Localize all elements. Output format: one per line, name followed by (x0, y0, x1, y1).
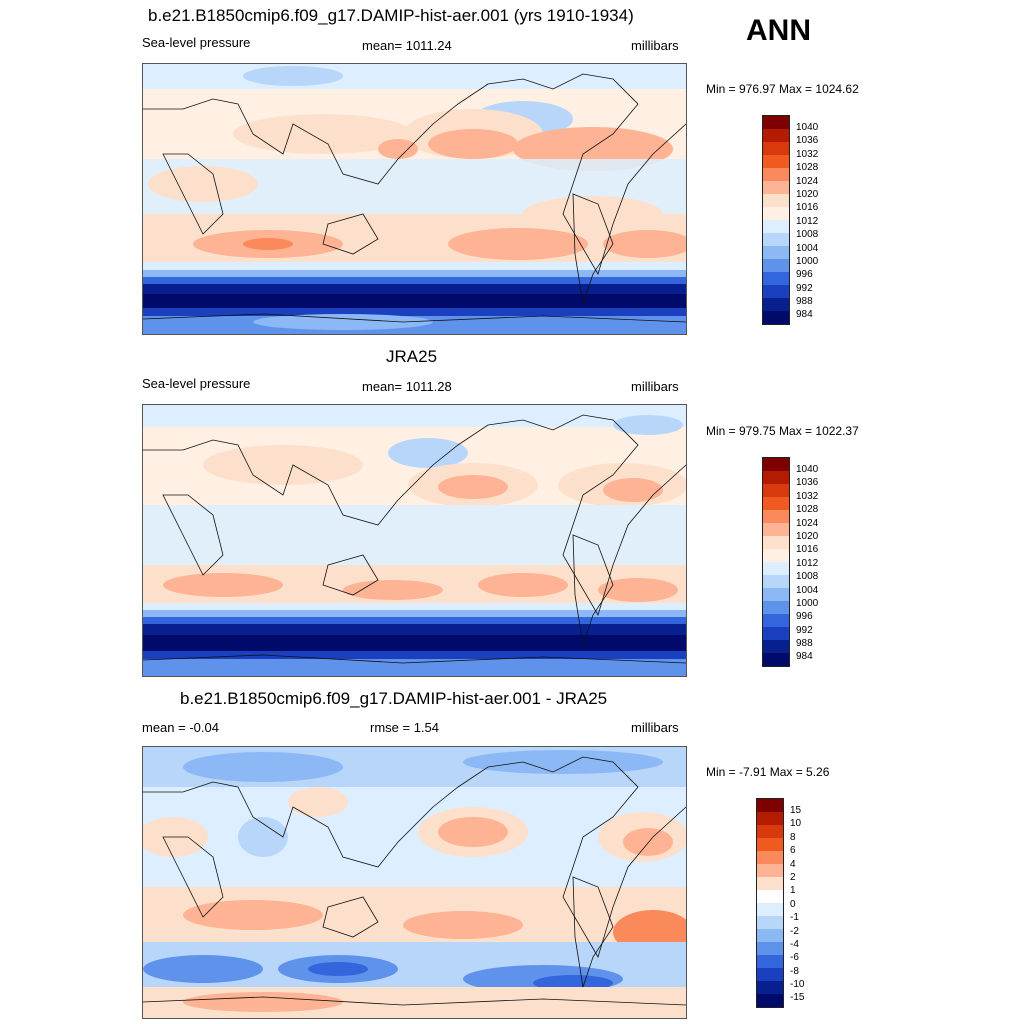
colorbar-tick-label: 1012 (796, 557, 819, 569)
panel-3-units-label: millibars (631, 720, 679, 735)
panel-1-minmax: Min = 976.97 Max = 1024.62 (706, 82, 859, 96)
panel-3-map (142, 746, 687, 1019)
colorbar-tick-label: 1000 (796, 597, 819, 609)
colorbar-tick-label: 10 (790, 818, 802, 830)
colorbar-tick-label: 1040 (796, 464, 819, 475)
panel-2-units-label: millibars (631, 379, 679, 394)
colorbar-tick-label: 8 (790, 831, 796, 843)
panel-3-rmse-label: rmse = 1.54 (370, 720, 440, 735)
colorbar-tick-label: 996 (796, 269, 813, 281)
panel-2-colorbar-labels: 1040 1036 1032 1028 1024 1020 1016 1012 … (796, 463, 818, 664)
colorbar-tick-label: 1008 (796, 229, 819, 241)
colorbar-tick-label: 1028 (796, 504, 819, 516)
colorbar-tick-label: -2 (790, 925, 799, 937)
colorbar-tick-label: 1036 (796, 477, 819, 489)
colorbar-tick-label: 988 (796, 638, 813, 650)
colorbar-tick-label: 1 (790, 885, 796, 897)
colorbar-tick-label: -10 (790, 979, 805, 991)
colorbar-tick-label: 1024 (796, 175, 819, 187)
panel-2-map (142, 404, 687, 677)
colorbar-tick-label: 996 (796, 611, 813, 623)
colorbar-tick-label: -4 (790, 938, 799, 950)
colorbar-tick-label: -8 (790, 965, 799, 977)
colorbar-tick-label: 1000 (796, 255, 819, 267)
panel-2-variable-label: Sea-level pressure (142, 376, 251, 391)
colorbar-tick-label: 1028 (796, 162, 819, 174)
colorbar-tick-label: 1020 (796, 188, 819, 200)
panel-1-mean-label: mean= 1011.24 (362, 38, 452, 53)
colorbar-tick-label: 988 (796, 296, 813, 308)
panel-3-minmax: Min = -7.91 Max = 5.26 (706, 765, 830, 779)
colorbar-tick-label: 1032 (796, 148, 819, 160)
panel-3-mean-label: mean = -0.04 (142, 720, 219, 735)
panel-1-colorbar (762, 115, 790, 325)
colorbar-tick-label: 992 (796, 624, 813, 636)
colorbar-tick-label: 1036 (796, 135, 819, 147)
colorbar-tick-label: 1004 (796, 242, 819, 254)
colorbar-tick-label: 6 (790, 845, 796, 857)
colorbar-tick-label: 1012 (796, 215, 819, 227)
panel-3-title: b.e21.B1850cmip6.f09_g17.DAMIP-hist-aer.… (180, 689, 608, 708)
season-label: ANN (746, 14, 811, 47)
colorbar-tick-label: -15 (790, 992, 805, 1004)
colorbar-tick-label: 2 (790, 871, 796, 883)
panel-2-title: JRA25 (386, 347, 438, 366)
colorbar-tick-label: 984 (796, 309, 813, 321)
panel-1-colorbar-labels: 1040 1036 1032 1028 1024 1020 1016 1012 … (796, 121, 818, 322)
colorbar-tick-label: 1016 (796, 544, 819, 556)
colorbar-tick-label: 1040 (796, 122, 819, 133)
panel-1-contour-field (143, 64, 686, 334)
colorbar-tick-label: 1032 (796, 490, 819, 502)
colorbar-tick-label: 4 (790, 858, 796, 870)
panel-2-colorbar (762, 457, 790, 667)
panel-1-variable-label: Sea-level pressure (142, 35, 251, 50)
panel-1-title: b.e21.B1850cmip6.f09_g17.DAMIP-hist-aer.… (148, 6, 634, 25)
panel-1-units-label: millibars (631, 38, 679, 53)
panel-2-contour-field (143, 405, 686, 676)
colorbar-tick-label: -6 (790, 952, 799, 964)
panel-2-mean-label: mean= 1011.28 (362, 379, 452, 394)
colorbar-tick-label: 984 (796, 651, 813, 663)
colorbar-tick-label: -1 (790, 912, 799, 924)
colorbar-tick-label: 1020 (796, 530, 819, 542)
colorbar-tick-label: 992 (796, 282, 813, 294)
colorbar-tick-label: 0 (790, 898, 796, 910)
panel-3-contour-field (143, 747, 686, 1018)
panel-2-minmax: Min = 979.75 Max = 1022.37 (706, 424, 859, 438)
colorbar-tick-label: 15 (790, 805, 802, 816)
colorbar-tick-label: 1004 (796, 584, 819, 596)
colorbar-tick-label: 1008 (796, 571, 819, 583)
panel-1-map (142, 63, 687, 335)
colorbar-tick-label: 1024 (796, 517, 819, 529)
colorbar-tick-label: 1016 (796, 202, 819, 214)
panel-3-colorbar-labels: 15 10 8 6 4 2 1 0 -1 -2 -4 -6 -8 -10 -15 (790, 804, 804, 1005)
panel-3-colorbar (756, 798, 784, 1008)
